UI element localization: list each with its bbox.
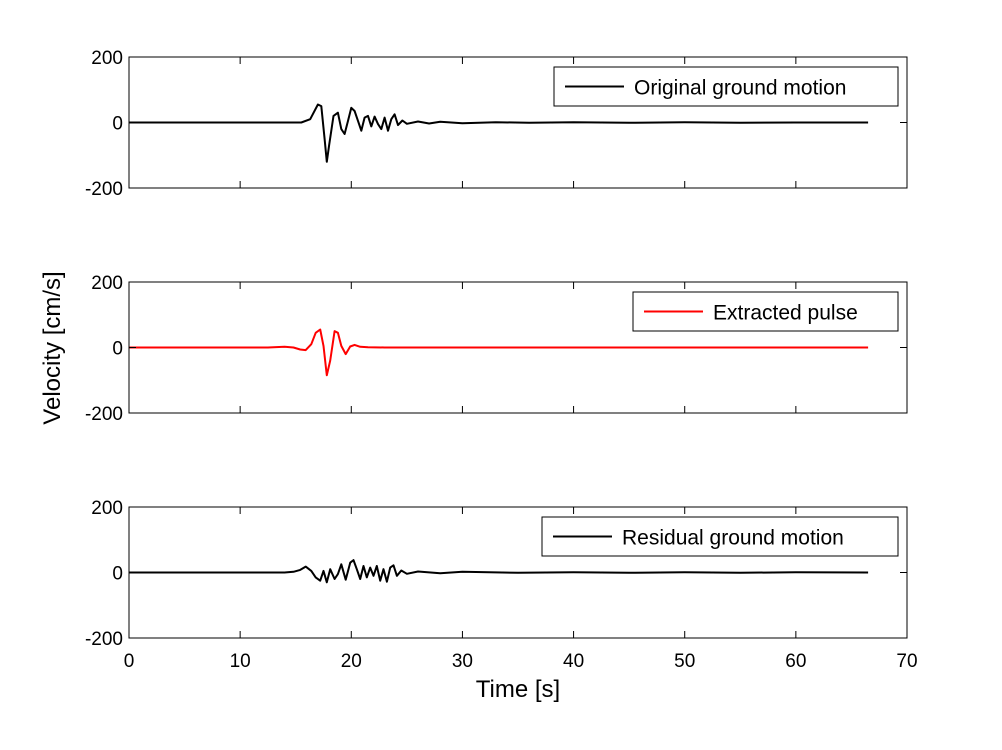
series-line-3-1 xyxy=(129,559,869,584)
x-axis-label: Time [s] xyxy=(476,676,560,703)
panel-1: -200 0 200 Original ground motion xyxy=(85,48,908,200)
x-tick-label: 30 xyxy=(452,651,473,672)
x-tick-label: 0 xyxy=(124,651,135,672)
x-tick-label: 60 xyxy=(785,651,806,672)
legend-label: Original ground motion xyxy=(634,77,846,100)
x-tick-label: 70 xyxy=(896,651,917,672)
series-line-2-1 xyxy=(129,328,869,377)
y-tick-label: -200 xyxy=(85,629,123,650)
legend-3: Residual ground motion xyxy=(541,516,899,557)
y-tick-label: 200 xyxy=(91,48,123,69)
legend-1: Original ground motion xyxy=(553,66,899,107)
x-tick-label: 40 xyxy=(563,651,584,672)
y-tick-label: 0 xyxy=(112,114,123,135)
legend-2: Extracted pulse xyxy=(632,291,899,332)
y-tick-label: 200 xyxy=(91,273,123,294)
y-tick-label: -200 xyxy=(85,179,123,200)
x-tick-label: 20 xyxy=(341,651,362,672)
series-line-1-1 xyxy=(129,103,869,163)
legend-label: Extracted pulse xyxy=(713,302,858,325)
y-tick-label: 0 xyxy=(112,564,123,585)
y-axis-label: Velocity [cm/s] xyxy=(39,271,66,424)
y-tick-label: 200 xyxy=(91,498,123,519)
y-tick-label: 0 xyxy=(112,339,123,360)
y-tick-label: -200 xyxy=(85,404,123,425)
x-tick-label: 50 xyxy=(674,651,695,672)
legend-label: Residual ground motion xyxy=(622,527,844,550)
x-tick-label: 10 xyxy=(230,651,251,672)
panel-2: -200 0 200 Extracted pulse xyxy=(85,273,908,425)
